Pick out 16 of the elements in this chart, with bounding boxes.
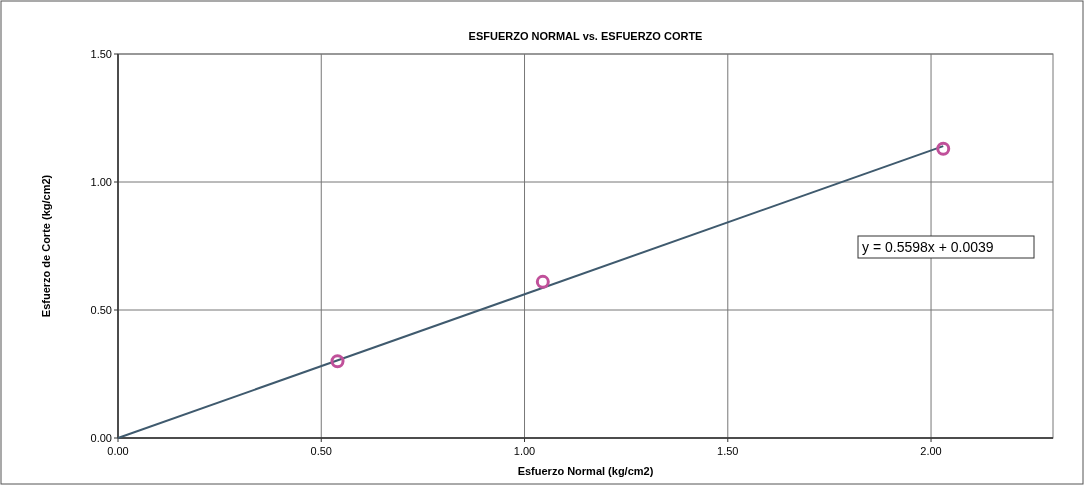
chart-title: ESFUERZO NORMAL vs. ESFUERZO CORTE (468, 30, 703, 42)
y-tick-label: 0.50 (90, 303, 112, 316)
point (936, 141, 951, 156)
y-tick-label: 1.00 (90, 175, 112, 188)
annotation: y = 0.5598x + 0.0039 (862, 239, 994, 255)
x-tick-label: 1.50 (717, 445, 739, 457)
point (330, 354, 345, 369)
y-axis-title: Esfuerzo de Corte (kg/cm2) (40, 174, 52, 318)
x-tick-label: 2.00 (920, 445, 942, 457)
y-tick-label: 0.00 (90, 431, 112, 444)
x-tick-label: 0.50 (310, 445, 332, 457)
point (535, 274, 550, 289)
x-tick-label: 1.00 (513, 445, 536, 457)
x-axis-title: Esfuerzo Normal (kg/cm2) (517, 465, 654, 477)
x-tick-label: 0.00 (107, 445, 129, 457)
y-tick-label: 1.50 (90, 47, 112, 60)
